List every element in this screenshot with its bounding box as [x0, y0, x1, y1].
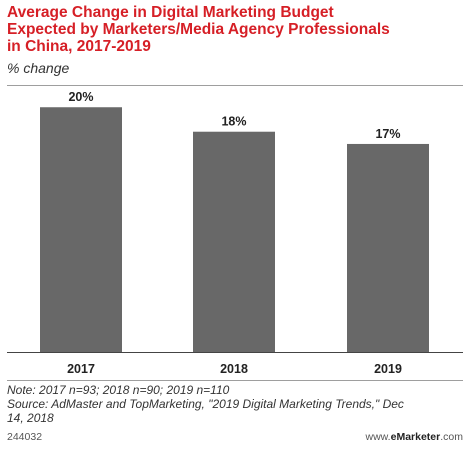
top-divider: [7, 85, 463, 86]
x-tick-label-2019: 2019: [374, 362, 402, 376]
emarketer-logo: www.eMarketer.com: [366, 431, 463, 443]
x-tick-label-2018: 2018: [220, 362, 248, 376]
sample-note: Note: 2017 n=93; 2018 n=90; 2019 n=110: [7, 383, 230, 397]
brand-suffix: .com: [440, 431, 463, 443]
brand-name: eMarketer: [390, 431, 441, 443]
value-label-2018: 18%: [221, 115, 246, 129]
chart-title-line-1: Average Change in Digital Marketing Budg…: [7, 4, 334, 21]
bar-2017: [40, 107, 122, 352]
brand-prefix: www.: [365, 431, 391, 443]
bottom-divider: [7, 380, 463, 381]
value-label-2017: 20%: [68, 90, 93, 104]
chart-title-line-2: Expected by Marketers/Media Agency Profe…: [7, 21, 390, 38]
x-tick-label-2017: 2017: [67, 362, 95, 376]
source-line-1: Source: AdMaster and TopMarketing, "2019…: [7, 397, 404, 411]
chart-title-line-3: in China, 2017-2019: [7, 38, 151, 55]
source-line-2: 14, 2018: [7, 411, 54, 425]
chart-title: Average Change in Digital Marketing Budg…: [7, 4, 467, 55]
bar-2019: [347, 143, 429, 352]
footnotes: Note: 2017 n=93; 2018 n=90; 2019 n=110 S…: [7, 383, 462, 425]
value-label-2019: 17%: [375, 127, 400, 141]
chart-subtitle: % change: [7, 60, 70, 76]
chart-id: 244032: [7, 431, 43, 443]
bar-2018: [193, 131, 275, 352]
